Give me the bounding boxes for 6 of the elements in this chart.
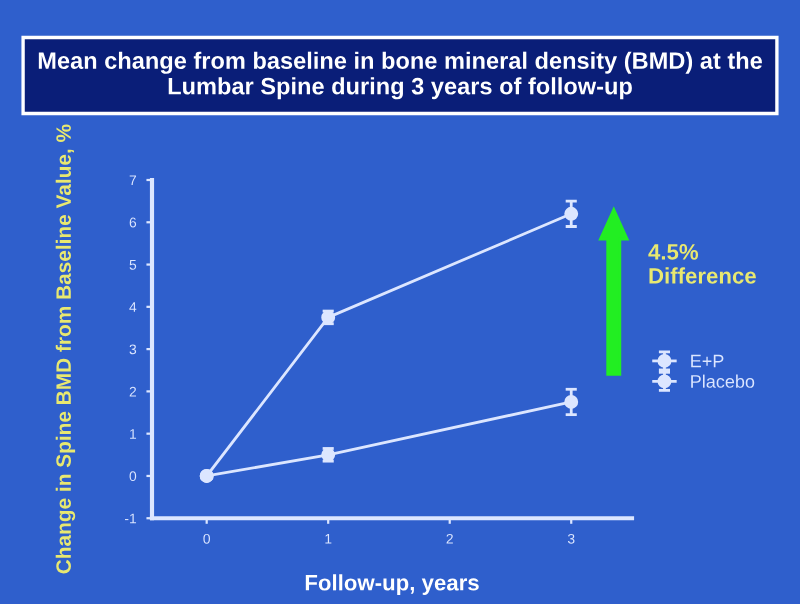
chart-title: Mean change from baseline in bone mineral density (BMD) at the Lumbar Spine during 3 years of follow-up [38, 51, 762, 100]
y-axis-title: Change in Spine BMD from Baseline Value, % [55, 124, 76, 574]
x-axis-title: Follow-up, years [305, 574, 479, 595]
text: 4.5% Difference [648, 244, 756, 284]
legend-label: Placebo [691, 374, 755, 388]
legend-label: E+P [691, 354, 724, 368]
